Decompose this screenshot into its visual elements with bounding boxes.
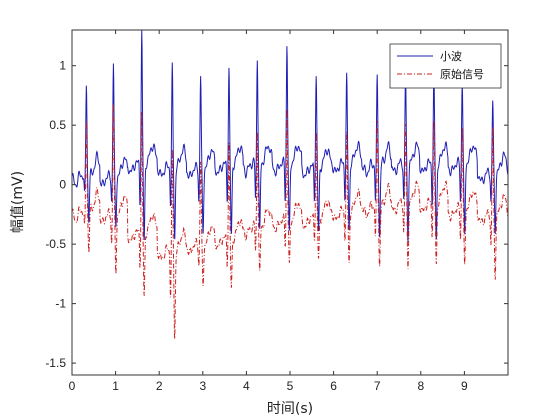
x-tick-label: 0: [69, 379, 76, 393]
legend-label-wavelet: 小波: [440, 50, 462, 63]
x-tick-label: 9: [461, 379, 468, 393]
x-tick-label: 5: [287, 379, 294, 393]
y-tick-label: 1: [59, 59, 66, 73]
y-tick-label: -1.5: [45, 356, 66, 370]
x-tick-label: 6: [330, 379, 337, 393]
legend-box: [389, 43, 502, 89]
y-tick-label: 0: [59, 178, 66, 192]
x-tick-label: 8: [417, 379, 424, 393]
x-tick-label: 7: [374, 379, 381, 393]
y-tick-label: 0.5: [49, 118, 66, 132]
series-layer: [71, 29, 509, 339]
x-tick-label: 4: [243, 379, 250, 393]
legend-label-original: 原始信号: [440, 67, 484, 81]
x-tick-label: 3: [199, 379, 206, 393]
y-tick-label: -1: [55, 297, 66, 311]
x-axis-label: 时间(s): [267, 401, 313, 417]
y-tick-label: -0.5: [45, 237, 66, 251]
x-tick-label: 2: [156, 379, 163, 393]
legend: 小波 原始信号: [389, 43, 502, 89]
y-axis-label: 幅值(mV): [10, 171, 26, 233]
x-tick-label: 1: [112, 379, 119, 393]
series-line-original: [71, 103, 509, 339]
series-line-wavelet: [71, 29, 509, 242]
ticks-layer: 0 1 2 3 4 5 6 7 8 9 1 0.5 0 -0.5 -1 -1.5: [45, 30, 508, 393]
